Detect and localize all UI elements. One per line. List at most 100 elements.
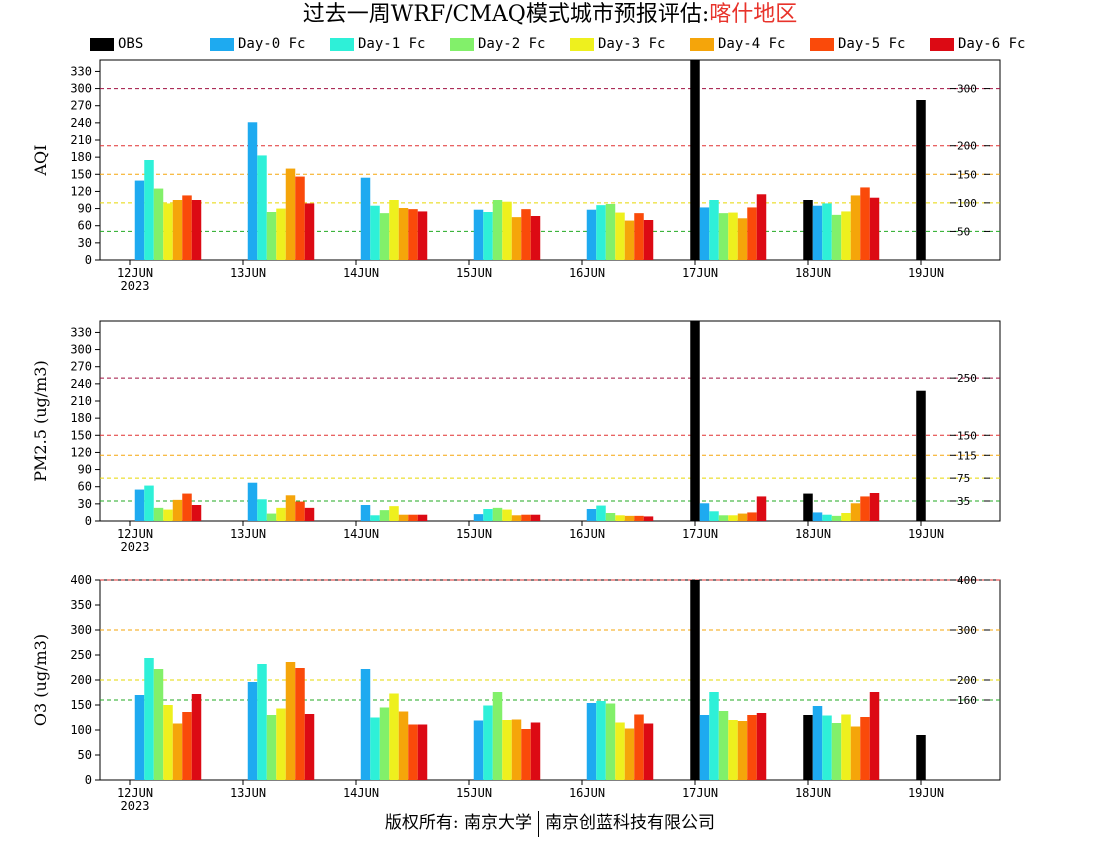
bar-day-5-fc [860, 717, 870, 780]
y-axis-label: AQI [31, 145, 50, 177]
bar-day-2-fc [492, 507, 503, 521]
bar-day-2-fc [718, 213, 729, 260]
bar-day-0-fc [699, 503, 710, 521]
legend-swatch [450, 37, 474, 51]
bar-day-1-fc [370, 205, 380, 260]
legend-label: Day-3 Fc [598, 36, 666, 52]
legend-item-day-2-fc: Day-2 Fc [450, 34, 545, 54]
bar-day-4-fc [850, 195, 861, 260]
bar-day-3-fc [389, 693, 399, 780]
bar-day-5-fc [747, 715, 757, 780]
bar-day-1-fc [822, 715, 832, 780]
y-tick-label: 0 [85, 253, 92, 267]
bar-day-3-fc [728, 720, 738, 780]
y-tick-label: 400 [70, 573, 92, 587]
legend-item-day-6-fc: Day-6 Fc [930, 34, 1025, 54]
bar-day-5-fc [295, 176, 305, 260]
bar-day-4-fc [511, 719, 522, 780]
x-tick-label: 18JUN [795, 527, 831, 541]
threshold-label: 300 [957, 624, 977, 637]
bar-day-1-fc [822, 203, 832, 260]
bar-day-6-fc [530, 722, 541, 780]
x-tick-label: 18JUN [795, 786, 831, 800]
bar-day-4-fc [850, 503, 861, 521]
bar-day-4-fc [172, 723, 183, 780]
y-tick-label: 120 [70, 184, 92, 198]
bar-day-6-fc [756, 713, 767, 780]
bar-day-4-fc [285, 495, 296, 521]
bar-day-3-fc [502, 201, 512, 260]
bar-day-6-fc [530, 216, 541, 260]
bar-day-6-fc [643, 516, 654, 521]
bar-day-6-fc [191, 505, 202, 521]
threshold-label: 35 [957, 495, 970, 508]
bar-day-2-fc [492, 692, 503, 780]
bar-day-2-fc [605, 513, 616, 521]
y-tick-label: 90 [78, 202, 92, 216]
threshold-label: 115 [957, 449, 977, 462]
bar-day-0-fc [699, 715, 710, 780]
x-tick-label: 19JUN [908, 786, 944, 800]
bar-day-2-fc [605, 204, 616, 260]
footer: 版权所有: 南京大学 南京创蓝科技有限公司 [0, 808, 1100, 837]
bar-day-4-fc [737, 721, 748, 780]
x-year-label: 2023 [121, 279, 150, 293]
bar-day-4-fc [398, 514, 409, 521]
bar-day-3-fc [502, 720, 512, 780]
bar-day-1-fc [144, 658, 154, 780]
legend-item-day-0-fc: Day-0 Fc [210, 34, 305, 54]
bar-day-5-fc [182, 712, 192, 780]
bar-day-0-fc [134, 695, 145, 780]
bar-day-5-fc [860, 496, 870, 521]
x-tick-label: 13JUN [230, 266, 266, 280]
bar-day-2-fc [153, 188, 164, 260]
y-tick-label: 120 [70, 445, 92, 459]
y-tick-label: 50 [78, 748, 92, 762]
x-year-label: 2023 [121, 540, 150, 554]
bar-day-1-fc [709, 200, 719, 260]
y-tick-label: 250 [70, 648, 92, 662]
bar-day-1-fc [709, 511, 719, 521]
threshold-label: 50 [957, 225, 970, 238]
bar-day-2-fc [266, 212, 277, 260]
bar-day-6-fc [304, 203, 315, 260]
bar-day-0-fc [360, 177, 371, 260]
legend-item-day-1-fc: Day-1 Fc [330, 34, 425, 54]
bar-day-5-fc [634, 213, 644, 260]
threshold-label: 300 [957, 83, 977, 96]
threshold-label: 250 [957, 372, 977, 385]
y-tick-label: 150 [70, 167, 92, 181]
x-year-label: 2023 [121, 799, 150, 813]
bar-day-0-fc [586, 703, 597, 780]
x-tick-label: 15JUN [456, 786, 492, 800]
bar-day-6-fc [643, 723, 654, 780]
bar-day-4-fc [398, 711, 409, 780]
x-tick-label: 19JUN [908, 527, 944, 541]
bar-day-3-fc [502, 509, 512, 521]
bar-day-2-fc [266, 513, 277, 521]
x-tick-label: 17JUN [682, 266, 718, 280]
bar-day-5-fc [747, 207, 757, 260]
bar-day-5-fc [295, 668, 305, 780]
y-tick-label: 350 [70, 598, 92, 612]
y-tick-label: 240 [70, 377, 92, 391]
legend-swatch [810, 37, 834, 51]
bar-day-2-fc [266, 715, 277, 780]
legend-swatch [570, 37, 594, 51]
bar-day-4-fc [285, 168, 296, 260]
bar-day-1-fc [144, 485, 154, 521]
y-tick-label: 30 [78, 236, 92, 250]
legend-label: Day-2 Fc [478, 36, 546, 52]
bar-day-6-fc [191, 200, 202, 260]
bar-day-2-fc [605, 703, 616, 780]
footer-right: 南京创蓝科技有限公司 [545, 813, 716, 833]
bar-day-1-fc [822, 514, 832, 521]
y-tick-label: 270 [70, 360, 92, 374]
x-tick-label: 13JUN [230, 527, 266, 541]
y-tick-label: 30 [78, 497, 92, 511]
bar-day-2-fc [153, 507, 164, 521]
y-tick-label: 300 [70, 82, 92, 96]
threshold-label: 160 [957, 694, 977, 707]
legend-label: Day-6 Fc [958, 36, 1026, 52]
bar-day-1-fc [144, 160, 154, 260]
